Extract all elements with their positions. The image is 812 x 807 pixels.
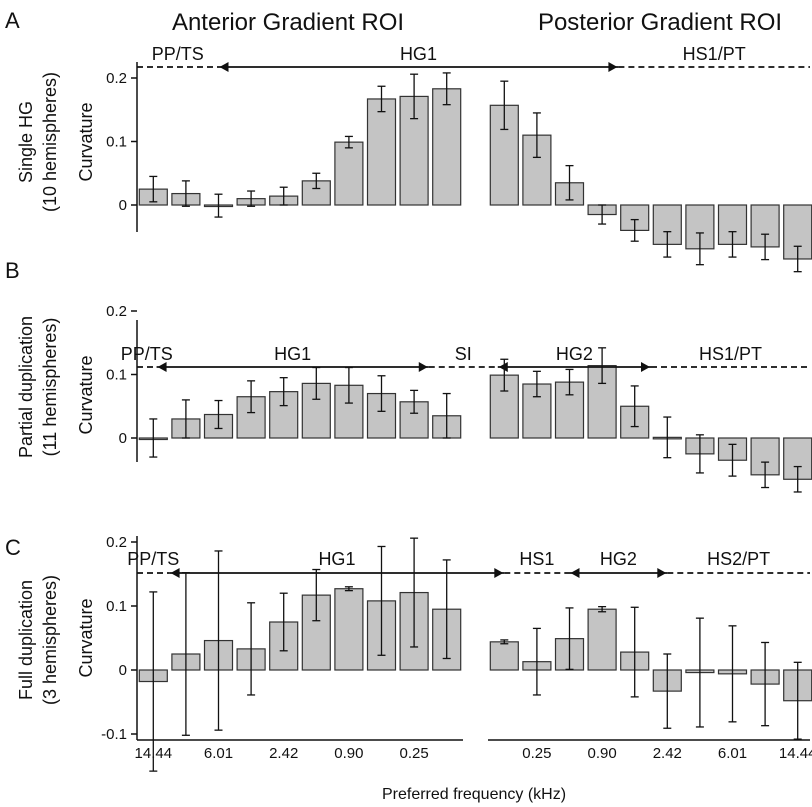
x-tick-label: 2.42 <box>653 745 682 762</box>
x-tick-label: 0.90 <box>587 745 616 762</box>
x-axis-label: Preferred frequency (kHz) <box>382 786 566 803</box>
region-arrow-left <box>157 362 167 372</box>
bar <box>522 383 552 439</box>
region-label: PP/TS <box>121 344 173 364</box>
y-tick-label: 0 <box>119 662 127 679</box>
region-label: HS1 <box>519 549 554 569</box>
region-label: HG2 <box>556 344 593 364</box>
region-arrow-right <box>657 568 667 578</box>
region-label: HS2/PT <box>707 549 770 569</box>
region-label: HS1/PT <box>683 44 746 64</box>
region-label: HG1 <box>318 549 355 569</box>
posterior-roi-title: Posterior Gradient ROI <box>538 9 782 36</box>
panel-letter-c: C <box>5 535 21 560</box>
y-axis-label-c: Curvature <box>76 598 96 677</box>
bar <box>366 98 397 206</box>
panel-a: A Single HG (10 hemispheres) Curvature 0… <box>5 8 812 273</box>
region-arrow-left <box>570 568 580 578</box>
region-arrow-right <box>608 62 618 72</box>
region-label: HG2 <box>600 549 637 569</box>
y-tick-label: 0.1 <box>106 598 127 615</box>
region-label: PP/TS <box>127 549 179 569</box>
region-arrow-right <box>418 362 428 372</box>
bar <box>334 588 364 671</box>
y-tick-label: 0.2 <box>106 534 127 551</box>
bar <box>489 641 519 671</box>
x-tick-label: 0.25 <box>399 745 428 762</box>
bar <box>334 141 364 206</box>
group-label-c-line1: Full duplication <box>16 580 36 700</box>
panel-letter-a: A <box>5 8 20 33</box>
region-arrow-right <box>641 362 650 372</box>
y-tick-label: 0.2 <box>106 70 127 87</box>
region-arrow-left <box>170 568 180 578</box>
x-tick-label: 0.25 <box>522 745 551 762</box>
y-tick-label: -0.1 <box>101 726 127 743</box>
x-tick-label: 6.01 <box>718 745 747 762</box>
bar <box>432 88 462 206</box>
group-label-c-line2: (3 hemispheres) <box>40 575 60 705</box>
region-label: SI <box>455 344 472 364</box>
region-label: HG1 <box>400 44 437 64</box>
group-label-a-line1: Single HG <box>16 101 36 183</box>
region-label: HS1/PT <box>699 344 762 364</box>
region-label: PP/TS <box>152 44 204 64</box>
y-axis-label-b: Curvature <box>76 355 96 434</box>
y-tick-label: 0.1 <box>106 367 127 384</box>
y-axis-label-a: Curvature <box>76 102 96 181</box>
region-label: HG1 <box>274 344 311 364</box>
y-tick-label: 0 <box>119 197 127 214</box>
x-tick-label: 14.44 <box>779 745 812 762</box>
x-tick-label: 0.90 <box>334 745 363 762</box>
region-arrow-left <box>498 362 508 372</box>
group-label-b-line1: Partial duplication <box>16 316 36 458</box>
x-tick-label: 14.44 <box>135 745 173 762</box>
region-arrow-left <box>219 62 229 72</box>
bar <box>587 608 617 671</box>
y-tick-label: 0.1 <box>106 134 127 151</box>
y-tick-label: 0.2 <box>106 303 127 320</box>
anterior-roi-title: Anterior Gradient ROI <box>172 9 404 36</box>
region-arrow-right <box>494 568 504 578</box>
panel-c: C Full duplication (3 hemispheres) Curva… <box>5 534 812 772</box>
panel-b: B Partial duplication (11 hemispheres) C… <box>5 258 812 493</box>
x-tick-label: 2.42 <box>269 745 298 762</box>
group-label-a-line2: (10 hemispheres) <box>40 72 60 212</box>
panel-letter-b: B <box>5 258 20 283</box>
x-tick-label: 6.01 <box>204 745 233 762</box>
group-label-b-line2: (11 hemispheres) <box>40 318 60 457</box>
y-tick-label: 0 <box>119 430 127 447</box>
